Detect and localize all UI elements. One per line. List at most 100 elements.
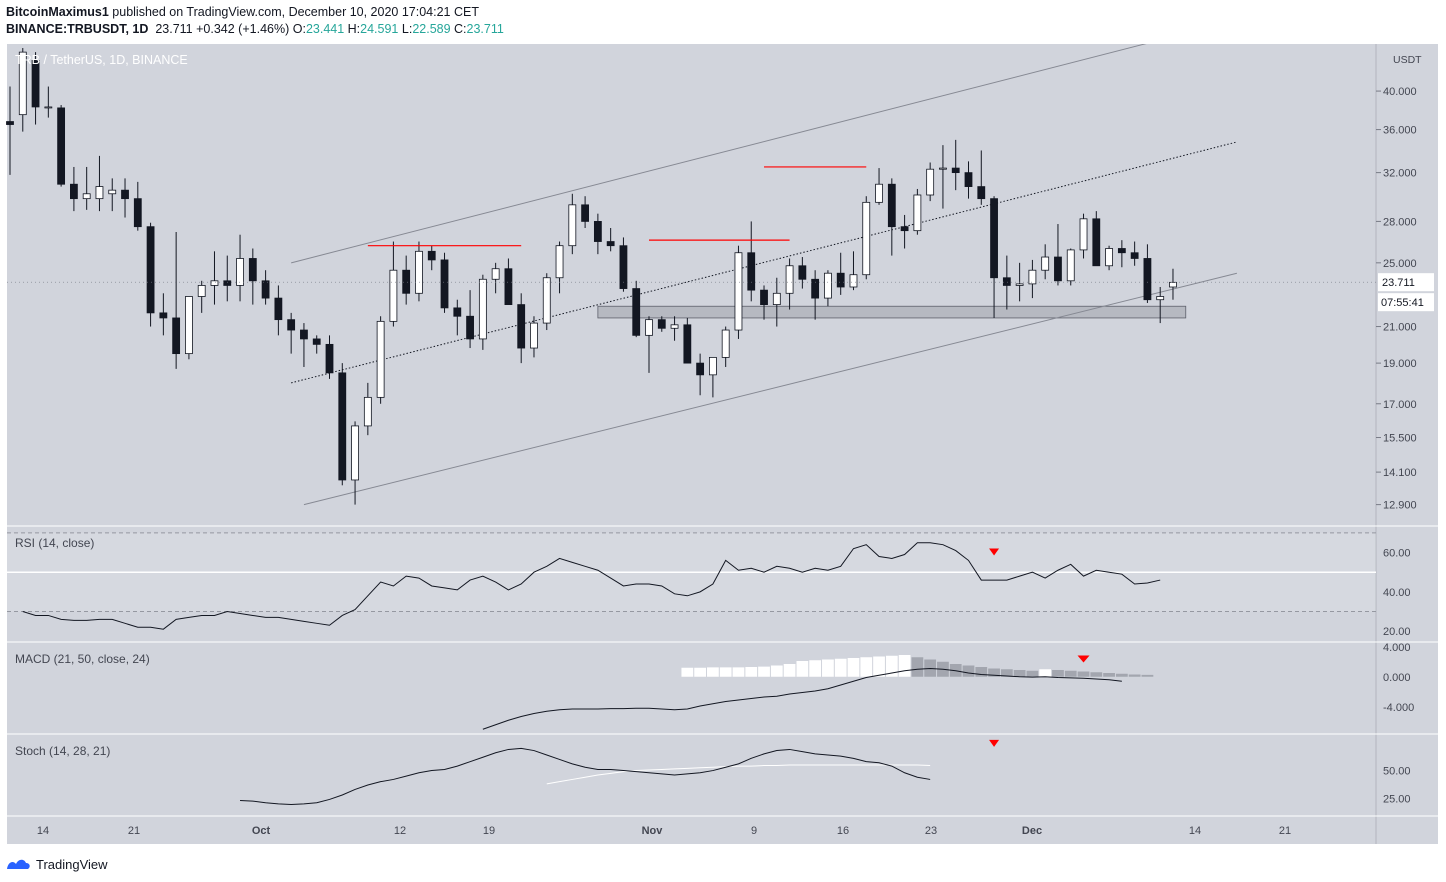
candle	[1066, 249, 1075, 282]
low-label: L:	[401, 22, 413, 36]
candle	[555, 245, 564, 279]
candle	[581, 204, 589, 222]
price-tick-label: 25.000	[1383, 258, 1417, 270]
time-axis[interactable]: 14 21 Oct 12 19 Nov 9 16 23 Dec 14 21	[37, 825, 1291, 837]
chart-header: BitcoinMaximus1 published on TradingView…	[0, 0, 1446, 44]
currency-label: USDT	[1393, 54, 1422, 66]
chart-canvas[interactable]: 40.000 36.000 32.000 28.000 25.000 21.000 19.0…	[0, 44, 1446, 844]
candle	[747, 252, 756, 291]
candle	[721, 329, 730, 358]
candle	[159, 312, 168, 319]
macd-histogram-bar	[1077, 671, 1090, 677]
candle	[811, 278, 820, 299]
macd-histogram-bar	[860, 657, 873, 677]
macd-histogram-bar	[822, 659, 834, 677]
candle	[836, 272, 845, 288]
channel-upper-line	[291, 44, 1147, 264]
time-tick-label: 9	[751, 825, 757, 837]
macd-histogram-bar	[809, 660, 822, 677]
candle	[223, 280, 232, 286]
candle	[593, 221, 602, 242]
price-tick-label: 36.000	[1383, 125, 1417, 137]
time-tick-label: 19	[483, 825, 495, 837]
candle	[389, 269, 398, 322]
candle	[657, 319, 666, 329]
macd-histogram-bar	[898, 655, 911, 677]
candle	[70, 183, 78, 200]
macd-histogram-bar	[719, 667, 732, 677]
macd-histogram-bar	[745, 667, 758, 677]
candle	[427, 250, 436, 261]
author-name[interactable]: BitcoinMaximus1	[6, 5, 109, 19]
candle	[606, 241, 615, 247]
candle	[683, 324, 692, 364]
price-tick-label: 17.000	[1383, 399, 1417, 411]
macd-histogram-bar	[885, 655, 898, 677]
price-tick-label: 19.000	[1383, 358, 1417, 370]
candle	[1130, 252, 1139, 259]
ohlc-line: BINANCE:TRBUSDT, 1D 23.711 +0.342 (+1.46…	[6, 22, 504, 36]
candle	[990, 198, 998, 279]
macd-tick-label: -4.000	[1383, 702, 1414, 714]
price-tick-label: 15.500	[1383, 433, 1417, 445]
chart-title: TRB / TetherUS, 1D, BINANCE	[15, 53, 188, 67]
candle	[300, 329, 308, 340]
open-value: 23.441	[305, 22, 345, 36]
candle	[31, 60, 40, 108]
stoch-tick-label: 25.00	[1383, 793, 1411, 805]
stoch-tick-label: 50.00	[1383, 766, 1411, 778]
candle	[491, 268, 500, 280]
candle	[440, 259, 449, 309]
candle	[632, 288, 641, 336]
macd-histogram-bar	[1090, 672, 1103, 677]
rsi-tick-label: 20.00	[1383, 626, 1411, 638]
candle	[670, 324, 679, 329]
price-change: +0.342 (+1.46%)	[196, 22, 290, 36]
candle	[696, 362, 705, 376]
rsi-tick-label: 60.00	[1383, 548, 1411, 560]
candle	[1143, 258, 1152, 301]
candle	[376, 320, 385, 398]
candle	[504, 268, 513, 305]
macd-histogram-bar	[1115, 673, 1128, 677]
macd-line	[482, 667, 1122, 730]
candle	[542, 277, 551, 324]
candle	[785, 265, 794, 294]
macd-histogram-bar	[911, 657, 924, 677]
candle	[185, 296, 193, 355]
candle	[402, 269, 411, 294]
tradingview-logo-icon[interactable]	[6, 856, 32, 872]
macd-pane[interactable]: 4.000 0.000 -4.000	[482, 642, 1414, 730]
candle	[95, 186, 104, 200]
macd-histogram-bar	[707, 667, 719, 677]
candle	[875, 183, 883, 203]
price-tick-label: 40.000	[1383, 86, 1417, 98]
macd-histogram-bar	[1128, 674, 1141, 677]
candle	[926, 168, 935, 196]
candle	[1054, 256, 1062, 282]
macd-histogram-bar	[834, 658, 847, 677]
macd-tick-label: 4.000	[1383, 642, 1411, 654]
macd-title: MACD (21, 50, close, 24)	[15, 652, 150, 666]
rsi-title: RSI (14, close)	[15, 536, 94, 550]
candle	[760, 289, 768, 305]
chart-background	[7, 44, 1376, 844]
candle	[530, 322, 538, 349]
rsi-pane[interactable]: 60.00 40.00 20.00	[7, 532, 1411, 638]
tradingview-logo-text[interactable]: TradingView	[36, 856, 108, 872]
candle	[1002, 277, 1011, 286]
candle	[121, 189, 129, 200]
price-tick-label: 12.900	[1383, 500, 1417, 512]
candle	[82, 193, 91, 200]
candle	[824, 272, 832, 299]
stoch-pane[interactable]: 50.00 25.00	[240, 739, 1411, 805]
candle	[133, 198, 142, 228]
candle	[1028, 269, 1037, 285]
macd-histogram-bar	[975, 667, 988, 677]
channel-lower-line	[303, 272, 1238, 506]
close-label: C:	[454, 22, 467, 36]
support-zone	[597, 305, 1187, 319]
price-pane[interactable]: 40.000 36.000 32.000 28.000 25.000 21.000 19.0…	[6, 44, 1417, 512]
macd-histogram-bar	[847, 658, 860, 677]
candle	[478, 278, 487, 340]
